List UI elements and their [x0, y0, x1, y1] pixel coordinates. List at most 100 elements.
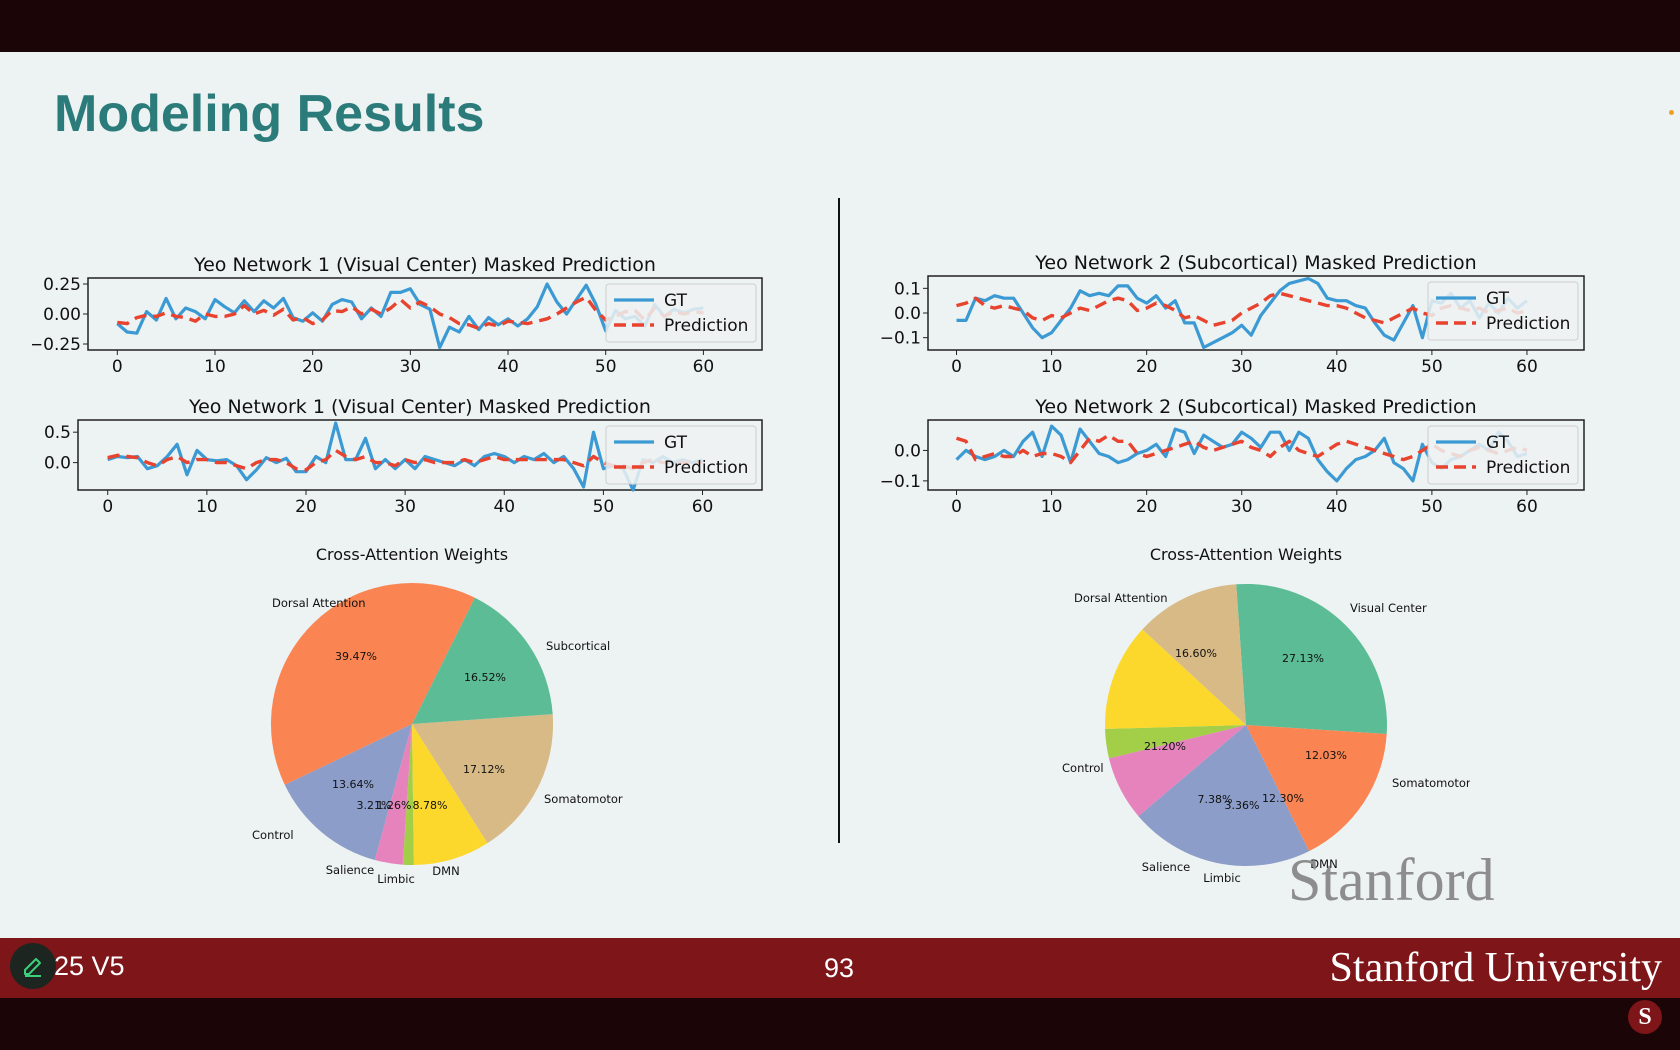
pie-slice-dorsal-attention: [1246, 725, 1387, 852]
edit-button[interactable]: [10, 943, 56, 989]
x-tick-label: 20: [302, 357, 324, 377]
pie-category-label: Salience: [1142, 860, 1191, 874]
line-chart-network1-b: Yeo Network 1 (Visual Center) Masked Pre…: [44, 396, 763, 517]
pie-percent-label: 16.60%: [1175, 647, 1217, 660]
top-letterbox: [0, 0, 1680, 52]
x-tick-label: 0: [951, 357, 962, 377]
pie-title: Cross-Attention Weights: [316, 545, 508, 564]
x-tick-label: 30: [400, 357, 422, 377]
pie-category-label: Control: [1062, 761, 1104, 775]
pie-category-label: DMN: [1310, 857, 1337, 871]
chart-title: Yeo Network 2 (Subcortical) Masked Predi…: [1034, 252, 1476, 274]
y-tick-label: −0.1: [880, 472, 921, 492]
x-tick-label: 60: [692, 497, 714, 517]
line-chart-network1-a: Yeo Network 1 (Visual Center) Masked Pre…: [32, 254, 763, 377]
pie-category-label: DMN: [432, 864, 459, 878]
pie-chart-network1: Cross-Attention Weights Dorsal Attention 3…: [252, 545, 623, 886]
pie-percent-label: 3.36%: [1225, 799, 1260, 812]
x-tick-label: 50: [1421, 357, 1443, 377]
legend-label: Prediction: [1486, 314, 1570, 334]
pie-slice-control: [284, 724, 412, 860]
chart-title: Yeo Network 1 (Visual Center) Masked Pre…: [188, 396, 651, 418]
x-tick-label: 10: [1041, 357, 1063, 377]
pie-slice-visual-center: [1236, 583, 1387, 734]
y-tick-label: 0.0: [894, 304, 921, 324]
panel-divider: [838, 198, 840, 843]
pie-percent-label: 1.26%: [377, 799, 412, 812]
pie-slice-salience: [1109, 725, 1246, 817]
slide: [0, 52, 1680, 938]
y-tick-label: 0.0: [44, 454, 71, 474]
prediction-series-line: [955, 433, 1528, 465]
x-tick-label: 60: [1516, 357, 1538, 377]
y-tick-label: 0.25: [43, 275, 81, 295]
pie-percent-label: 3.21%: [357, 799, 392, 812]
line-chart-network2-a: Yeo Network 2 (Subcortical) Masked Predi…: [880, 252, 1585, 377]
x-tick-label: 10: [1041, 497, 1063, 517]
legend-label: GT: [1486, 433, 1510, 453]
slide-title: Modeling Results: [54, 85, 485, 143]
x-tick-label: 30: [394, 497, 416, 517]
recording-dot: [1669, 110, 1674, 115]
pie-category-label: Salience: [326, 863, 375, 877]
x-tick-label: 0: [102, 497, 113, 517]
legend-label: Prediction: [1486, 458, 1570, 478]
legend-label: Prediction: [664, 458, 748, 478]
pie-percent-label: 16.52%: [464, 671, 506, 684]
pie-slice-subcortical: [412, 597, 553, 724]
pie-slice-dorsal-attention: [270, 582, 475, 785]
pie-percent-label: 13.64%: [332, 778, 374, 791]
chart-title: Yeo Network 1 (Visual Center) Masked Pre…: [193, 254, 656, 276]
pie-title: Cross-Attention Weights: [1150, 545, 1342, 564]
x-tick-label: 40: [493, 497, 515, 517]
x-tick-label: 0: [951, 497, 962, 517]
x-tick-label: 40: [1326, 497, 1348, 517]
prediction-series-line: [107, 448, 703, 472]
x-tick-label: 30: [1231, 497, 1253, 517]
x-tick-label: 30: [1231, 357, 1253, 377]
pie-category-label: Somatomotor: [1392, 776, 1470, 790]
y-tick-label: −0.25: [32, 335, 81, 355]
course-label: 25 V5: [54, 951, 125, 981]
y-tick-label: 0.00: [43, 305, 81, 325]
pie-slice-somatomotor: [1142, 584, 1246, 725]
x-tick-label: 40: [497, 357, 519, 377]
x-tick-label: 0: [112, 357, 123, 377]
university-name: Stanford University: [1329, 945, 1662, 991]
pie-chart-network2: Cross-Attention Weights Visual Center 27.1…: [1062, 545, 1470, 885]
x-tick-label: 50: [1421, 497, 1443, 517]
stanford-wordmark: Stanford: [1288, 847, 1495, 913]
pie-slice-limbic: [402, 724, 414, 866]
legend-label: GT: [664, 291, 688, 311]
y-tick-label: 0.0: [894, 441, 921, 461]
x-tick-label: 50: [593, 497, 615, 517]
slide-footer: [0, 938, 1680, 998]
y-tick-label: 0.5: [44, 423, 71, 443]
x-tick-label: 50: [595, 357, 617, 377]
pie-slice-limbic: [1105, 725, 1246, 759]
pencil-icon: [24, 958, 41, 977]
legend-label: Prediction: [664, 316, 748, 336]
pie-category-label: Dorsal Attention: [272, 596, 366, 610]
pie-percent-label: 12.30%: [1262, 792, 1304, 805]
pie-percent-label: 7.38%: [1198, 793, 1233, 806]
pie-percent-label: 27.13%: [1282, 652, 1324, 665]
legend-label: GT: [664, 433, 688, 453]
page-number: 93: [824, 953, 855, 983]
pie-category-label: Subcortical: [546, 639, 610, 653]
pie-category-label: Control: [252, 828, 294, 842]
pie-percent-label: 21.20%: [1144, 740, 1186, 753]
x-tick-label: 60: [693, 357, 715, 377]
pie-category-label: Limbic: [1203, 871, 1241, 885]
x-tick-label: 60: [1516, 497, 1538, 517]
x-tick-label: 40: [1326, 357, 1348, 377]
x-tick-label: 10: [196, 497, 218, 517]
y-tick-label: −0.1: [880, 329, 921, 349]
pie-percent-label: 12.03%: [1305, 749, 1347, 762]
pie-slice-somatomotor: [412, 714, 554, 844]
x-tick-label: 20: [1136, 357, 1158, 377]
bottom-letterbox: [0, 998, 1680, 1050]
stanford-logo-icon[interactable]: S: [1628, 1000, 1662, 1034]
pie-category-label: Somatomotor: [544, 792, 623, 806]
legend-label: GT: [1486, 289, 1510, 309]
